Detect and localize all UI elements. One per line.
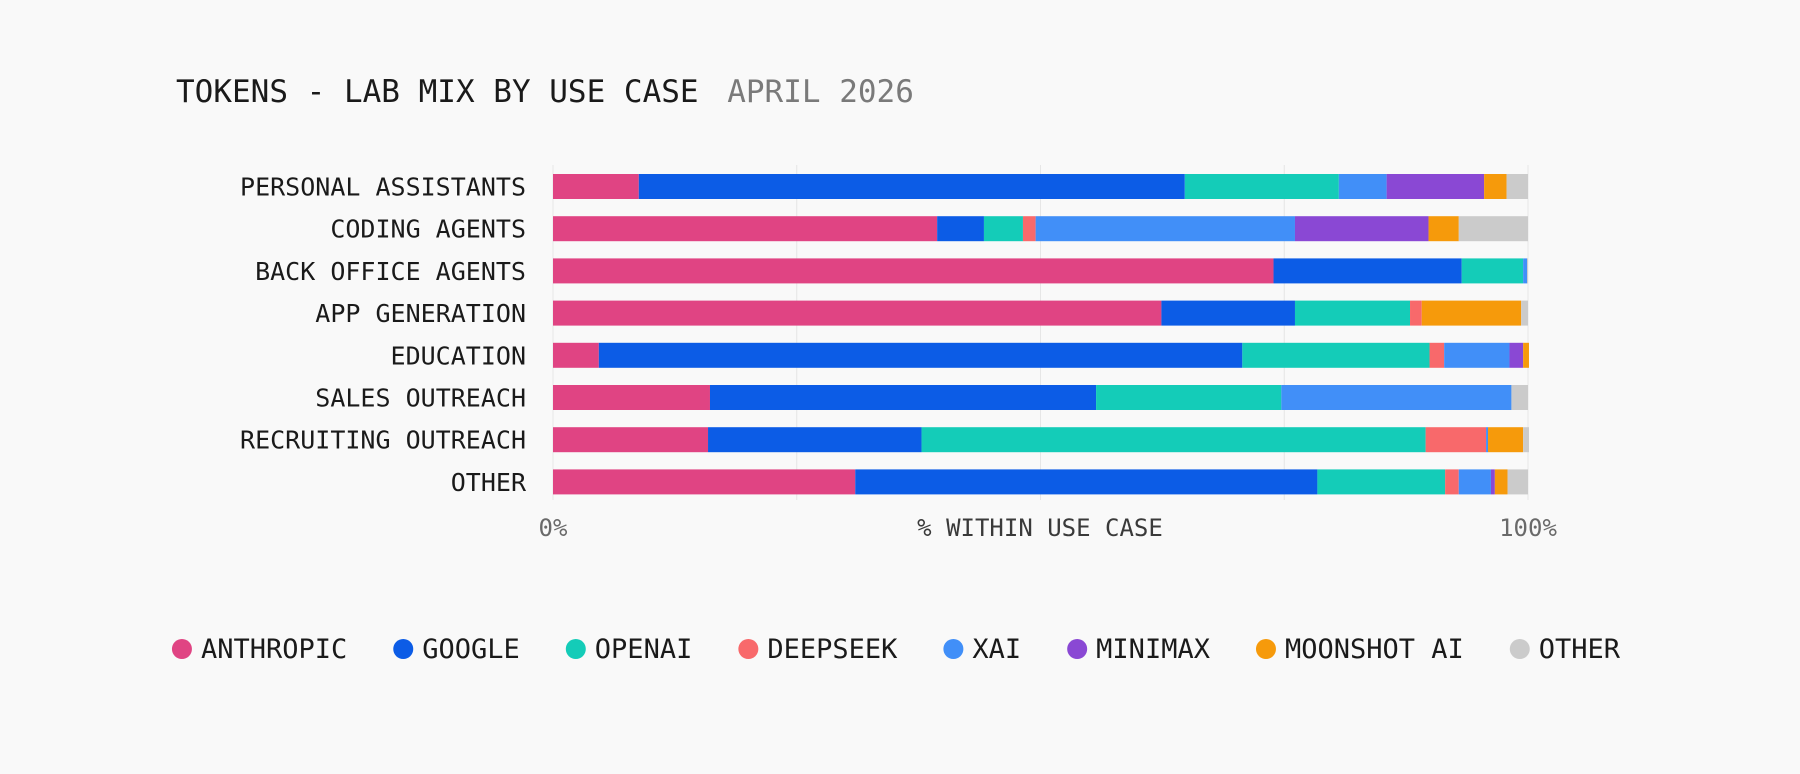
category-label: SALES OUTREACH xyxy=(315,384,526,413)
bar-segment-anthropic xyxy=(553,342,599,368)
legend-swatch xyxy=(1509,639,1530,659)
legend-label: XAI xyxy=(972,634,1021,665)
bar-segment-google xyxy=(709,385,1097,410)
bar-segment-other xyxy=(1458,216,1528,242)
category-label: RECRUITING OUTREACH xyxy=(240,426,526,455)
category-label: BACK OFFICE AGENTS xyxy=(255,257,526,286)
legend-item-other: OTHER xyxy=(1509,634,1621,665)
legend-item-openai: OPENAI xyxy=(565,634,693,665)
legend-label: OPENAI xyxy=(595,634,693,665)
bar-segment-openai xyxy=(1294,300,1411,326)
legend-item-moonshot-ai: MOONSHOT AI xyxy=(1255,634,1464,665)
x-tick-label: 0% xyxy=(539,514,568,542)
bar-segment-google xyxy=(638,174,1185,199)
bar-segment-other xyxy=(1521,300,1528,326)
legend-label: DEEPSEEK xyxy=(767,634,898,665)
bar-segment-moonshot-ai xyxy=(1488,427,1524,453)
legend-label: ANTHROPIC xyxy=(201,634,347,665)
chart-title: TOKENS - LAB MIX BY USE CASE APRIL 2026 xyxy=(176,74,914,110)
legend-swatch xyxy=(565,639,586,659)
bar-segment-other xyxy=(1523,427,1529,453)
bar-segment-moonshot-ai xyxy=(1494,469,1508,495)
bar-segment-xai xyxy=(1444,342,1510,368)
legend-swatch xyxy=(738,639,759,659)
bar-segment-other xyxy=(1527,258,1528,284)
category-label: APP GENERATION xyxy=(315,299,526,328)
bar-segment-openai xyxy=(921,427,1426,453)
bar-segment-google xyxy=(1161,300,1295,326)
bar-segment-other xyxy=(1507,469,1528,495)
bar-segment-openai xyxy=(1461,258,1524,284)
bar-segment-xai xyxy=(1281,385,1512,410)
category-labels: PERSONAL ASSISTANTS CODING AGENTS BACK OFF… xyxy=(240,173,527,497)
bar-segment-openai xyxy=(1096,385,1282,410)
bar-segment-openai xyxy=(983,216,1023,242)
bar-segment-xai xyxy=(1458,469,1491,495)
bar-segment-anthropic xyxy=(553,174,639,199)
category-label: OTHER xyxy=(451,468,527,497)
bar-segment-deepseek xyxy=(1429,342,1445,368)
bar-segment-minimax xyxy=(1386,174,1485,199)
bar-segment-google xyxy=(708,427,922,453)
bar-segment-other xyxy=(1511,385,1528,410)
category-label: CODING AGENTS xyxy=(330,215,526,244)
bar-segment-moonshot-ai xyxy=(1428,216,1459,242)
bar-segment-google xyxy=(937,216,984,242)
bar-segment-other xyxy=(1506,174,1528,199)
bar-segment-deepseek xyxy=(1410,300,1422,326)
legend-swatch xyxy=(393,639,414,659)
bar-segment-deepseek xyxy=(1425,427,1487,453)
legend-item-minimax: MINIMAX xyxy=(1067,634,1210,665)
x-axis-title: % WITHIN USE CASE xyxy=(917,514,1163,542)
legend-item-xai: XAI xyxy=(943,634,1021,665)
bar-segment-anthropic xyxy=(553,258,1274,284)
legend-swatch xyxy=(1067,639,1088,659)
bar-segment-anthropic xyxy=(553,300,1162,326)
legend-item-anthropic: ANTHROPIC xyxy=(171,634,347,665)
bar-segment-deepseek xyxy=(1445,469,1459,495)
bar-segment-minimax xyxy=(1294,216,1429,242)
legend-label: OTHER xyxy=(1539,634,1621,665)
bar-segment-xai xyxy=(1486,427,1489,453)
legend-item-google: GOOGLE xyxy=(393,634,520,665)
legend-swatch xyxy=(943,639,964,659)
bar-segment-minimax xyxy=(1490,469,1495,495)
bar-segment-deepseek xyxy=(1022,216,1036,242)
x-axis-ticks: 0% 100% xyxy=(539,514,1558,542)
category-label: PERSONAL ASSISTANTS xyxy=(240,173,526,202)
legend-label: MINIMAX xyxy=(1096,634,1210,665)
bar-segment-moonshot-ai xyxy=(1523,342,1529,368)
legend-label: MOONSHOT AI xyxy=(1285,634,1464,665)
bar-segment-openai xyxy=(1242,342,1430,368)
x-tick-label: 100% xyxy=(1499,514,1557,542)
bar-segment-google xyxy=(1273,258,1462,284)
bar-segment-google xyxy=(598,342,1243,368)
chart-subtitle: APRIL 2026 xyxy=(727,74,914,110)
bar-segment-anthropic xyxy=(553,216,938,242)
bar-segment-xai xyxy=(1523,258,1528,284)
legend-swatch xyxy=(1255,639,1276,659)
category-label: EDUCATION xyxy=(391,341,526,370)
bar-segment-moonshot-ai xyxy=(1421,300,1522,326)
bar-segment-moonshot-ai xyxy=(1484,174,1507,199)
bar-segment-anthropic xyxy=(553,469,856,495)
bar-segment-anthropic xyxy=(553,385,710,410)
bar-segment-openai xyxy=(1184,174,1339,199)
bar-segment-anthropic xyxy=(553,427,709,453)
bar-segment-google xyxy=(855,469,1318,495)
bars xyxy=(553,174,1529,495)
legend: ANTHROPIC GOOGLE OPENAI DEEPSEEK XAI MINIMAX M… xyxy=(171,634,1621,665)
bar-segment-minimax xyxy=(1509,342,1524,368)
chart-title-main: TOKENS - LAB MIX BY USE CASE xyxy=(176,74,699,110)
bar-segment-xai xyxy=(1338,174,1387,199)
legend-label: GOOGLE xyxy=(422,634,520,665)
bar-segment-xai xyxy=(1035,216,1295,242)
legend-swatch xyxy=(171,639,192,659)
legend-item-deepseek: DEEPSEEK xyxy=(738,634,898,665)
bar-segment-openai xyxy=(1317,469,1446,495)
